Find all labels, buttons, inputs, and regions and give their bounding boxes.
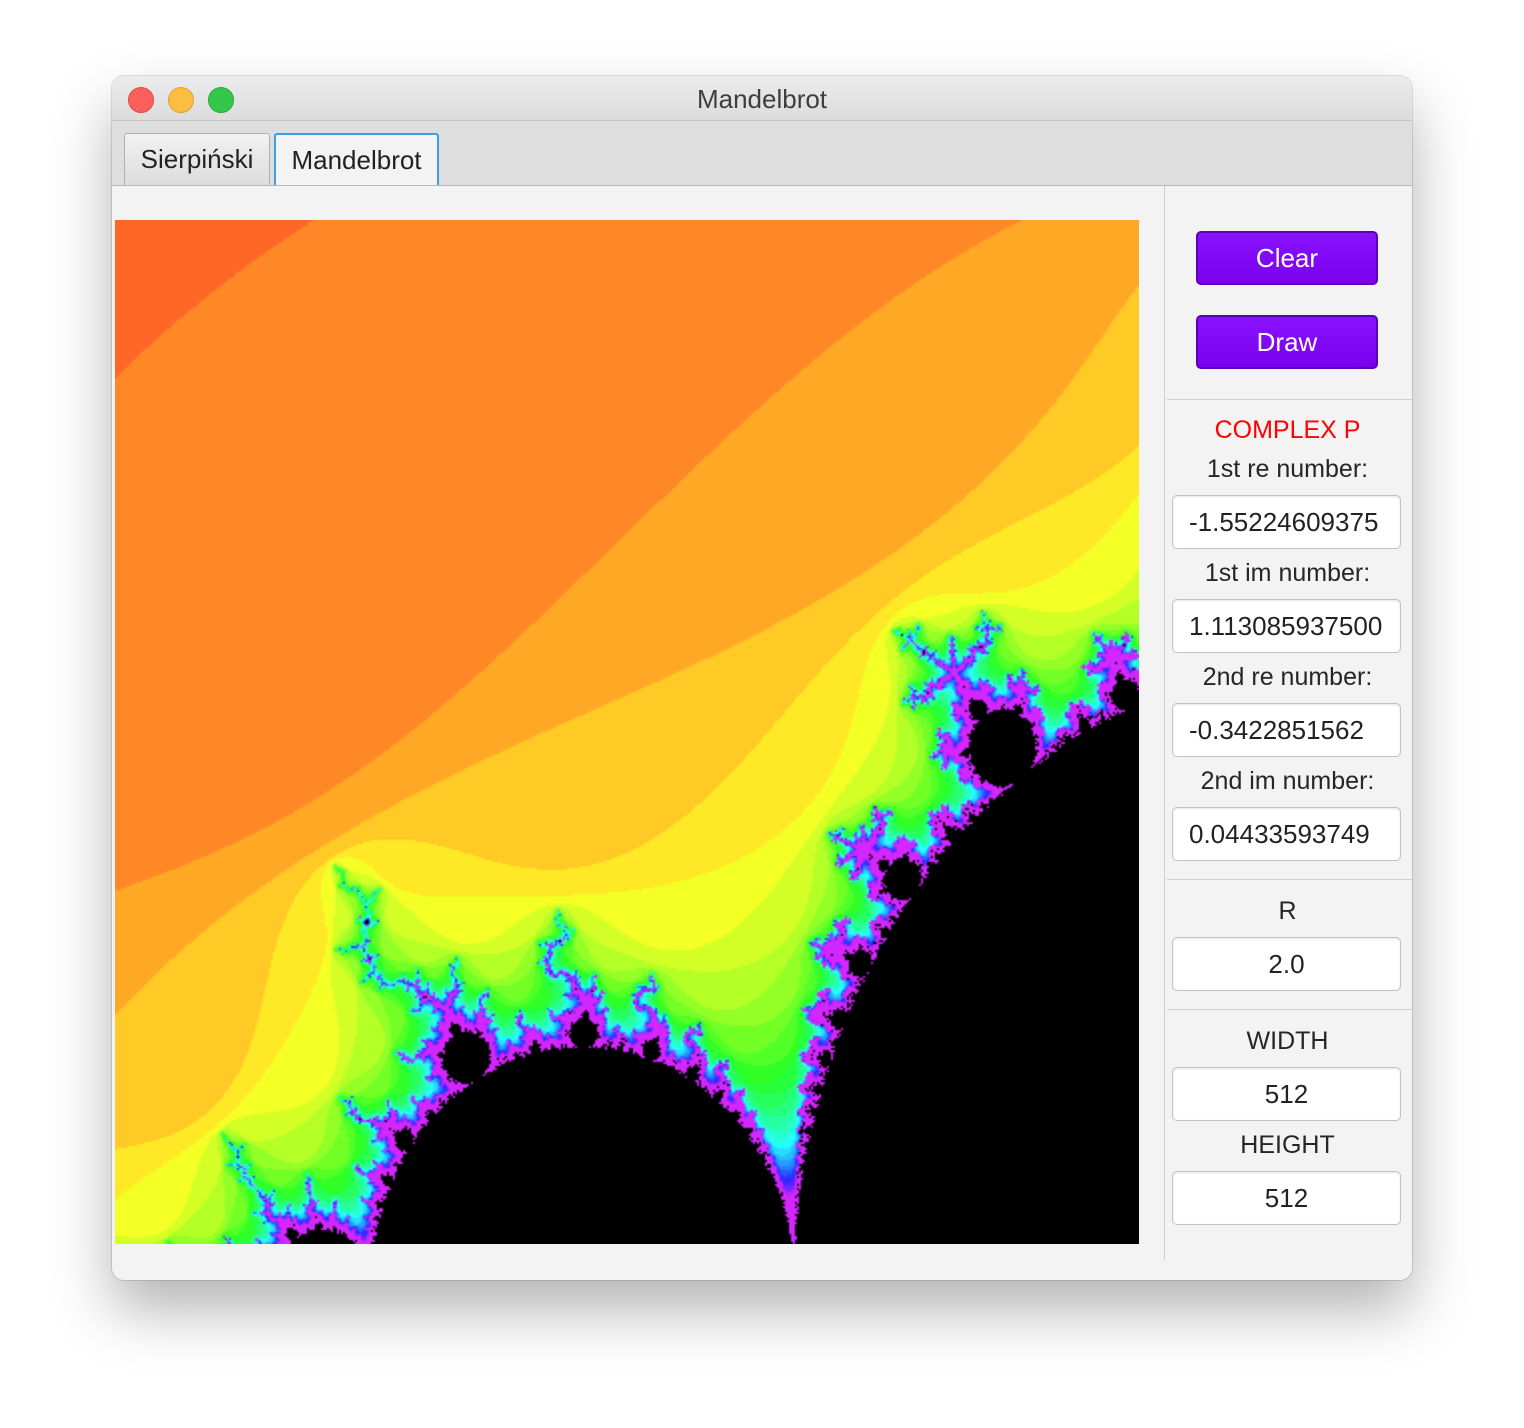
first-im-field[interactable]: 1.113085937500 [1172,599,1401,653]
complex-p-header: COMPLEX P [1214,416,1361,444]
r-field[interactable]: 2.0 [1172,937,1401,991]
window-title: Mandelbrot [696,84,828,114]
zoom-window-button[interactable] [208,87,234,113]
tab-mandelbrot[interactable]: Mandelbrot [274,133,439,185]
close-window-button[interactable] [128,87,154,113]
second-im-label: 2nd im number: [1200,767,1375,795]
separator [1167,399,1412,400]
height-field[interactable]: 512 [1172,1171,1401,1225]
width-field[interactable]: 512 [1172,1067,1401,1121]
second-re-label: 2nd re number: [1202,663,1373,691]
title-bar: Mandelbrot [112,76,1412,121]
mandelbrot-canvas[interactable] [115,220,1139,1244]
first-im-label: 1st im number: [1204,559,1371,587]
minimize-window-button[interactable] [168,87,194,113]
draw-button[interactable]: Draw [1196,315,1378,369]
clear-button[interactable]: Clear [1196,231,1378,285]
r-label: R [1278,897,1297,925]
first-re-field[interactable]: -1.55224609375 [1172,495,1401,549]
separator [1167,1009,1412,1010]
tab-sierpinski[interactable]: Sierpiński [124,133,270,185]
control-panel: Clear Draw COMPLEX P 1st re number: -1.5… [1165,186,1412,1280]
separator [1167,879,1412,880]
tab-bar: Sierpiński Mandelbrot [112,121,1412,186]
panel-divider [1164,186,1165,1260]
height-label: HEIGHT [1240,1131,1335,1159]
app-window: Mandelbrot Sierpiński Mandelbrot Clear D… [112,76,1412,1280]
first-re-label: 1st re number: [1206,455,1369,483]
width-label: WIDTH [1246,1027,1329,1055]
second-re-field[interactable]: -0.3422851562 [1172,703,1401,757]
second-im-field[interactable]: 0.04433593749 [1172,807,1401,861]
